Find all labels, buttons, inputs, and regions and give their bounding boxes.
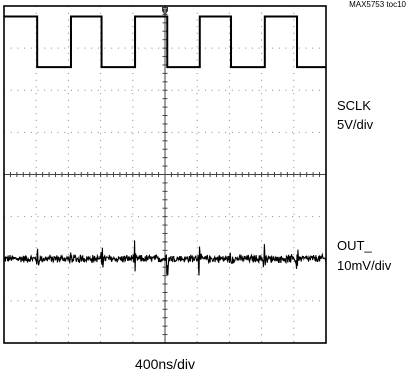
figure-id: MAX5753 toc10 bbox=[349, 0, 406, 9]
trigger-marker-label: T bbox=[163, 9, 167, 15]
sclk-trace bbox=[4, 15, 326, 69]
channel-2-scale: 10mV/div bbox=[337, 258, 392, 273]
graticule-border bbox=[3, 5, 327, 344]
channel-1-name: SCLK bbox=[337, 98, 371, 113]
timebase-label: 400ns/div bbox=[135, 356, 195, 372]
channel-1-scale: 5V/div bbox=[337, 117, 374, 132]
trigger-marker-icon bbox=[162, 7, 168, 15]
channel-2-name: OUT_ bbox=[337, 238, 372, 253]
out-trace bbox=[3, 240, 327, 276]
